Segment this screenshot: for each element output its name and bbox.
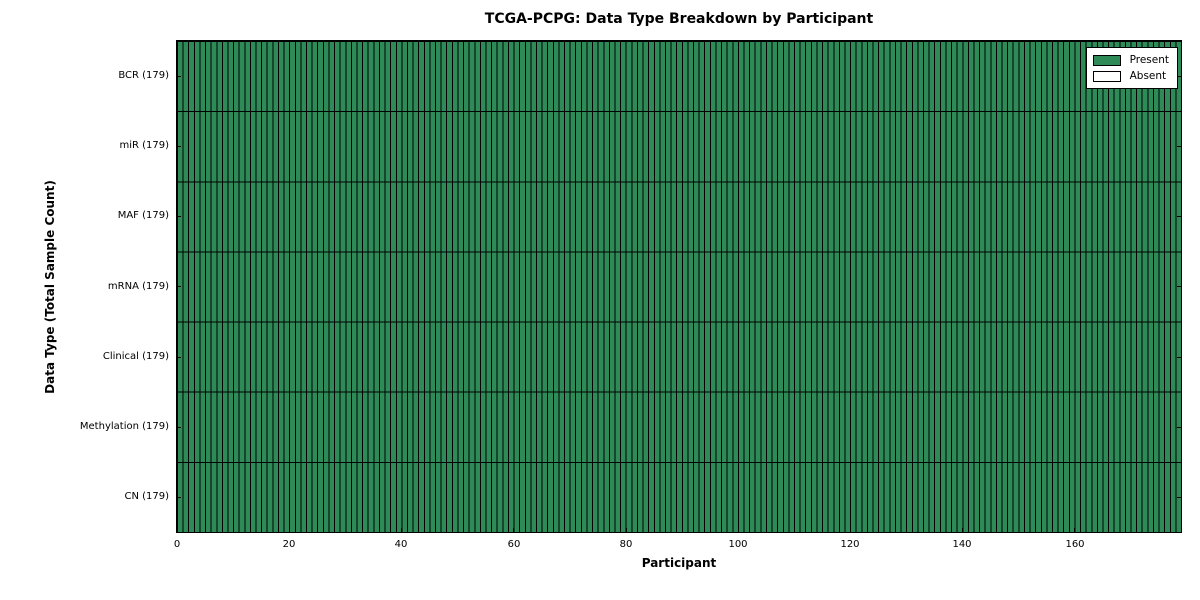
- x-tick-mark: [850, 528, 851, 532]
- y-tick-mark: [1177, 216, 1181, 217]
- x-tick-label: 60: [507, 539, 521, 550]
- y-tick-mark: [177, 76, 181, 77]
- legend-swatch-present-icon: [1092, 54, 1121, 66]
- y-tick-label: Clinical (179): [102, 351, 169, 362]
- y-tick-mark: [177, 146, 181, 147]
- x-tick-label: 120: [840, 539, 860, 550]
- x-tick-mark: [738, 528, 739, 532]
- y-tick-label: Methylation (179): [79, 421, 169, 432]
- plot-area: Present Absent: [176, 40, 1182, 533]
- y-tick-mark: [1177, 357, 1181, 358]
- x-tick-mark: [1074, 528, 1075, 532]
- y-tick-mark: [177, 427, 181, 428]
- legend-label-absent: Absent: [1129, 70, 1167, 82]
- y-tick-mark: [1177, 146, 1181, 147]
- y-tick-label: mRNA (179): [107, 281, 169, 292]
- x-tick-mark: [513, 528, 514, 532]
- y-tick-mark: [1177, 286, 1181, 287]
- legend-label-present: Present: [1129, 54, 1169, 66]
- x-tick-mark: [177, 528, 178, 532]
- y-tick-label: CN (179): [124, 491, 169, 502]
- y-tick-label: BCR (179): [118, 70, 169, 81]
- x-tick-mark: [401, 528, 402, 532]
- y-tick-mark: [177, 286, 181, 287]
- y-tick-mark: [1177, 427, 1181, 428]
- x-tick-label: 140: [952, 539, 972, 550]
- legend-entry-present: Present: [1092, 52, 1169, 68]
- x-tick-label: 20: [282, 539, 296, 550]
- x-tick-label: 80: [619, 539, 633, 550]
- legend: Present Absent: [1085, 47, 1178, 89]
- y-tick-mark: [177, 357, 181, 358]
- y-tick-mark: [177, 497, 181, 498]
- legend-entry-absent: Absent: [1092, 68, 1169, 84]
- x-tick-label: 40: [394, 539, 408, 550]
- x-tick-label: 160: [1065, 539, 1085, 550]
- x-tick-mark: [289, 528, 290, 532]
- y-tick-mark: [177, 216, 181, 217]
- x-tick-mark: [962, 528, 963, 532]
- y-tick-label: MAF (179): [117, 210, 169, 221]
- y-tick-label: miR (179): [119, 140, 169, 151]
- legend-swatch-absent-icon: [1092, 70, 1121, 82]
- chart-title: TCGA-PCPG: Data Type Breakdown by Partic…: [484, 11, 874, 27]
- x-tick-label: 0: [173, 539, 181, 550]
- x-tick-mark: [626, 528, 627, 532]
- x-axis-label: Participant: [641, 556, 717, 570]
- x-tick-label: 100: [728, 539, 748, 550]
- y-tick-mark: [1177, 497, 1181, 498]
- y-tick-mark: [1177, 76, 1181, 77]
